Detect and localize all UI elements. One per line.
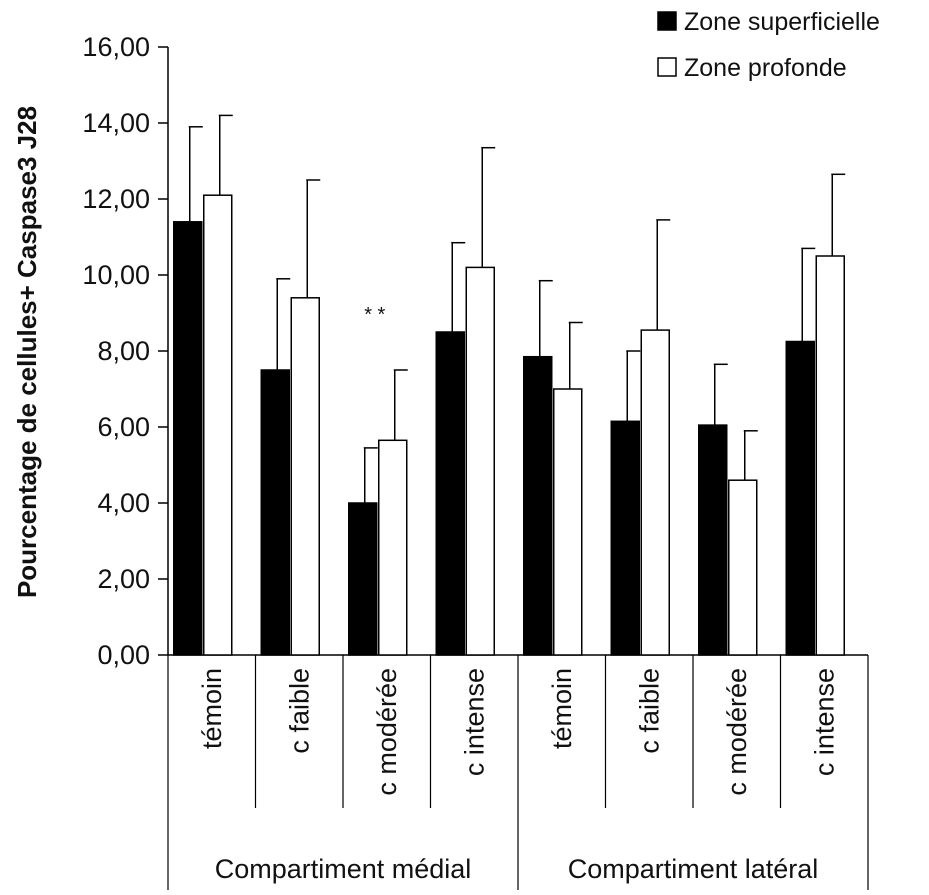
bar [553,388,583,656]
bar [465,266,495,656]
bar [815,255,845,656]
legend-swatch [657,57,677,77]
bar [785,340,815,656]
category-label: c intense [809,668,839,776]
significance-annotation: * * [364,304,385,326]
y-tick-label: 2,00 [97,564,150,594]
category-label: c modérée [722,668,752,796]
category-label: témoin [547,668,577,749]
bar [203,194,233,656]
legend-swatch [657,11,677,31]
y-tick-label: 6,00 [97,412,150,442]
legend-label: Zone profonde [684,54,847,82]
bar [728,479,758,656]
bar [435,331,465,656]
y-tick-label: 12,00 [82,184,150,214]
category-label: témoin [197,668,227,749]
bar [610,420,640,656]
category-label: c intense [459,668,489,776]
y-tick-label: 4,00 [97,488,150,518]
bar [523,355,553,656]
y-tick-label: 16,00 [82,32,150,62]
y-tick-label: 0,00 [97,640,150,670]
legend-label: Zone superficielle [684,8,880,36]
bar [348,502,378,656]
y-tick-label: 14,00 [82,108,150,138]
category-label: c faible [284,668,314,754]
category-label: c faible [634,668,664,754]
bar [290,297,320,656]
y-tick-label: 10,00 [82,260,150,290]
bar [173,221,203,656]
bar [640,329,670,656]
bar [260,369,290,656]
bar [378,439,408,656]
group-label: Compartiment latéral [568,854,819,884]
y-tick-label: 8,00 [97,336,150,366]
y-axis-label: Pourcentage de cellules+ Caspase3 J28 [12,106,42,598]
category-label: c modérée [372,668,402,796]
bar [698,424,728,656]
group-label: Compartiment médial [215,854,472,884]
